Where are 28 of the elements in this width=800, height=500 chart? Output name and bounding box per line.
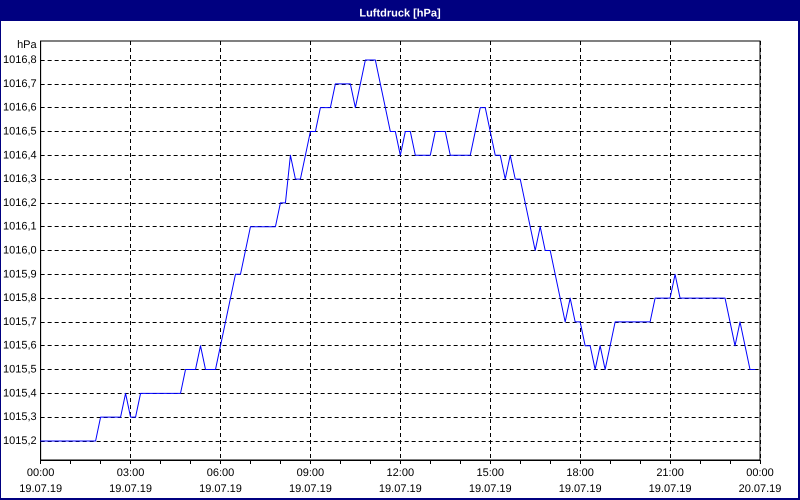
x-tick-label: 06:00 19.07.19 [199, 467, 242, 495]
y-tick-label: 1015,9 [2, 268, 37, 280]
x-tick-label: 00:00 19.07.19 [19, 467, 62, 495]
x-tick-label: 18:00 19.07.19 [558, 467, 602, 495]
y-tick-label: 1016,1 [2, 220, 37, 233]
y-tick-label: 1015,3 [2, 411, 37, 424]
y-tick-label: 1015,2 [2, 434, 37, 447]
x-tick-label: 09:00 19.07.19 [288, 467, 332, 495]
x-tick-label: 00:00 20.07.19 [738, 467, 782, 495]
y-tick-label: 1016,8 [2, 54, 37, 66]
y-tick-label: 1016,7 [2, 78, 37, 90]
y-tick-label: 1015,8 [2, 292, 37, 304]
y-tick-label: 1016,6 [2, 102, 37, 114]
y-tick-label: 1016,5 [2, 125, 37, 138]
y-tick-label: 1015,6 [2, 340, 37, 352]
y-tick-label: 1016,3 [2, 173, 37, 186]
y-tick-label: 1016,2 [2, 196, 37, 209]
y-tick-label: 1015,4 [2, 387, 37, 400]
y-axis-title: hPa [17, 39, 38, 51]
x-tick-label: 03:00 19.07.19 [109, 467, 152, 495]
y-tick-label: 1016,0 [2, 244, 37, 256]
chart-title: Luftdruck [hPa] [359, 8, 441, 20]
x-tick-label: 12:00 19.07.19 [378, 467, 422, 495]
x-tick-label: 21:00 19.07.19 [648, 467, 692, 495]
x-tick-label: 15:00 19.07.19 [468, 467, 512, 495]
y-tick-label: 1015,5 [2, 364, 37, 376]
y-tick-label: 1015,7 [2, 316, 37, 328]
y-tick-label: 1016,4 [2, 149, 37, 162]
